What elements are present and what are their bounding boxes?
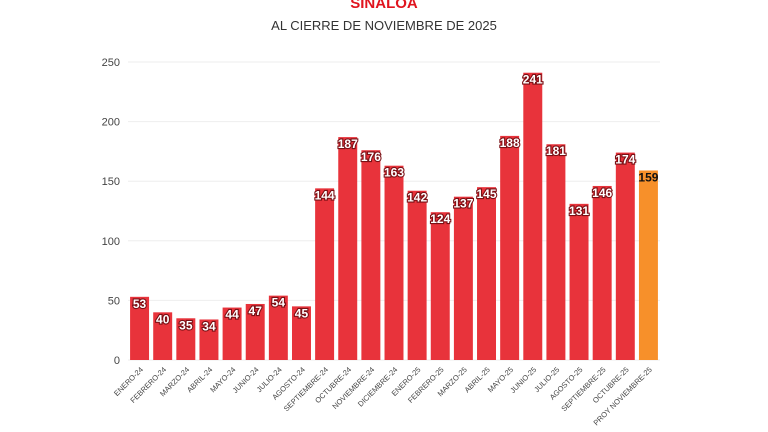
bar	[130, 296, 150, 360]
y-tick-label: 50	[108, 295, 120, 307]
y-tick-label: 0	[114, 355, 120, 367]
bar	[268, 295, 288, 360]
bar	[222, 307, 242, 360]
bar	[315, 188, 335, 360]
bar	[546, 144, 566, 360]
data-label: 144	[315, 188, 335, 202]
bar	[430, 212, 450, 360]
data-label: 137	[453, 197, 473, 211]
bar	[592, 185, 612, 360]
bar	[338, 137, 358, 360]
bar	[199, 319, 219, 360]
bar	[176, 318, 196, 360]
data-label: 35	[179, 318, 193, 332]
data-label: 40	[156, 312, 170, 326]
bar	[523, 72, 543, 360]
data-label: 159	[638, 170, 658, 184]
data-label: 176	[361, 150, 381, 164]
y-tick-label: 250	[102, 57, 120, 69]
chart-title: SINALOA	[350, 0, 418, 12]
bar	[569, 203, 589, 360]
bar	[453, 196, 473, 360]
bar	[361, 150, 381, 360]
bar	[245, 303, 265, 360]
data-label: 145	[477, 187, 497, 201]
data-label: 124	[430, 212, 450, 226]
data-label: 54	[272, 296, 286, 310]
bar	[477, 187, 497, 360]
bar	[153, 312, 173, 360]
data-label: 163	[384, 166, 404, 180]
y-tick-label: 100	[102, 236, 120, 248]
data-label: 142	[407, 191, 427, 205]
data-label: 146	[592, 186, 612, 200]
data-label: 131	[569, 204, 589, 218]
data-label: 47	[249, 304, 263, 318]
bar	[500, 135, 520, 360]
data-label: 187	[338, 137, 358, 151]
bar	[638, 170, 658, 360]
data-label: 174	[615, 153, 635, 167]
y-tick-label: 200	[102, 117, 120, 129]
chart-subtitle: AL CIERRE DE NOVIEMBRE DE 2025	[271, 18, 497, 33]
data-label: 45	[295, 306, 309, 320]
bar	[384, 165, 404, 360]
bar	[407, 190, 427, 360]
data-label: 188	[500, 136, 520, 150]
data-label: 241	[523, 73, 543, 87]
data-label: 44	[225, 308, 239, 322]
data-label: 181	[546, 144, 566, 158]
data-label: 53	[133, 297, 147, 311]
data-label: 34	[202, 319, 216, 333]
bar	[615, 152, 635, 360]
bar	[291, 306, 311, 360]
y-tick-label: 150	[102, 176, 120, 188]
